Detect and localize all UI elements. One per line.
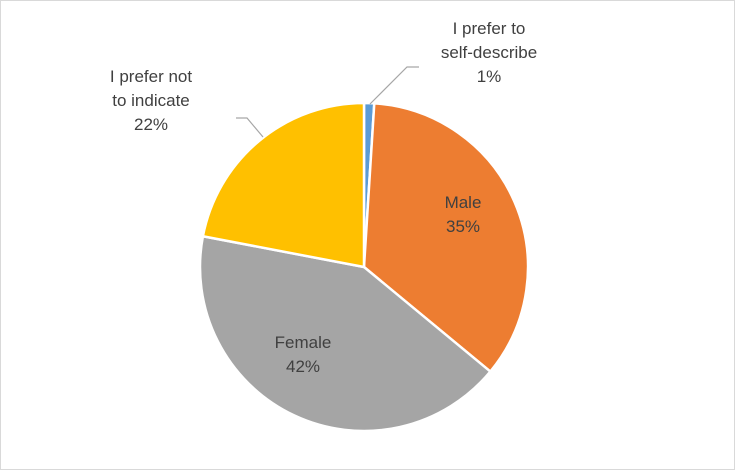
- leader-lines: [236, 66, 419, 138]
- data-label-category: I prefer not: [110, 67, 192, 86]
- data-label-percent: 1%: [477, 67, 502, 86]
- data-label-category: Male: [445, 193, 482, 212]
- pie-slices: [198, 101, 530, 433]
- data-labels: I prefer to self-describe 1% Male 35% Female 4…: [110, 19, 537, 376]
- pie-slice-male: [362, 102, 530, 373]
- data-label: Female 42%: [275, 333, 332, 376]
- data-label-percent: 35%: [446, 217, 480, 236]
- leader-line: [236, 117, 264, 138]
- data-label: I prefer to self-describe 1%: [441, 19, 537, 86]
- data-label-category: self-describe: [441, 43, 537, 62]
- data-label-percent: 22%: [134, 115, 168, 134]
- data-label: Male 35%: [445, 193, 482, 236]
- data-label-category: I prefer to: [453, 19, 526, 38]
- leader-line: [369, 66, 419, 105]
- data-label-percent: 42%: [286, 357, 320, 376]
- pie-slice-female: [198, 235, 492, 433]
- data-label: I prefer not to indicate 22%: [110, 67, 192, 134]
- data-label-category: Female: [275, 333, 332, 352]
- data-label-category: to indicate: [112, 91, 190, 110]
- pie-slice-i-prefer-not-to-indicate: [201, 101, 366, 269]
